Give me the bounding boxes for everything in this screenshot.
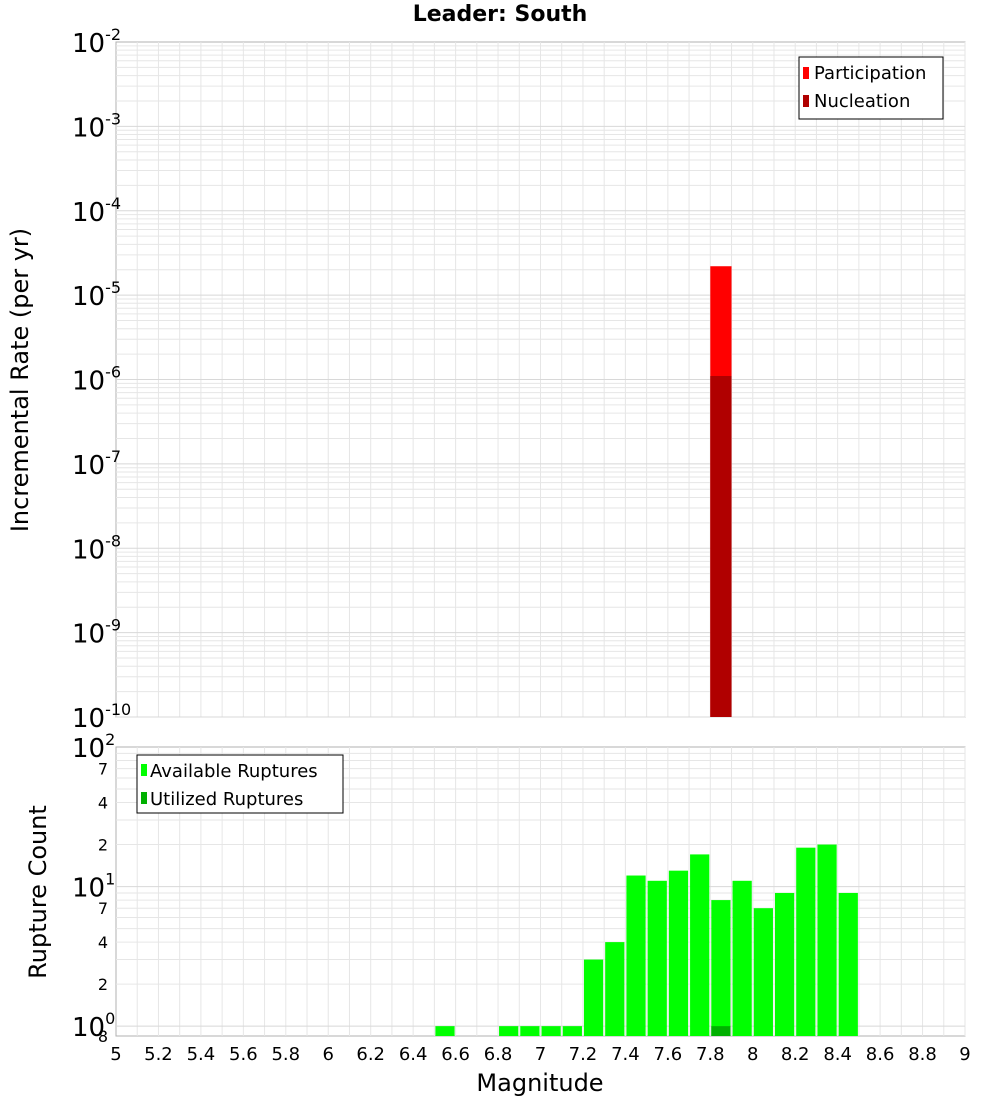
chart-title: Leader: South bbox=[412, 2, 588, 27]
magnitude-x-tick-label: 7.4 bbox=[611, 1044, 640, 1065]
count-legend-box bbox=[136, 754, 344, 814]
available-bar bbox=[668, 870, 689, 1036]
magnitude-x-tick-label: 6.8 bbox=[484, 1044, 513, 1065]
count-y-minor-label: 7 bbox=[98, 760, 108, 779]
rate-y-tick-label: 10-6 bbox=[72, 363, 121, 397]
x-axis-label: Magnitude bbox=[476, 1069, 603, 1097]
magnitude-x-tick-label: 7.2 bbox=[569, 1044, 598, 1065]
nucleation-bar bbox=[710, 376, 732, 717]
magnitude-x-tick-label: 8.8 bbox=[908, 1044, 937, 1065]
participation-legend-label: Participation bbox=[814, 63, 926, 84]
available-bar bbox=[796, 847, 816, 1036]
utilized-legend-label: Utilized Ruptures bbox=[150, 789, 303, 810]
available-bar bbox=[647, 880, 667, 1036]
available-legend-swatch bbox=[141, 764, 147, 776]
rate-y-tick-label: 10-9 bbox=[72, 616, 121, 650]
available-bar bbox=[732, 880, 752, 1036]
magnitude-x-tick-label: 7.8 bbox=[696, 1044, 725, 1065]
rate-y-axis-label: Incremental Rate (per yr) bbox=[6, 228, 34, 532]
available-bar bbox=[753, 908, 773, 1036]
rate-y-tick-labels: 10-2 10-3 10-4 10-5 10-6 10-7 10-8 10-9 10-10 bbox=[72, 25, 131, 734]
magnitude-x-tick-label: 5.8 bbox=[271, 1044, 300, 1065]
available-bar bbox=[626, 875, 646, 1036]
count-y-major-label: 102 bbox=[72, 730, 115, 764]
count-y-minor-label: 4 bbox=[98, 933, 108, 952]
magnitude-x-tick-label: 5.4 bbox=[187, 1044, 216, 1065]
rate-y-tick-label: 10-5 bbox=[72, 278, 121, 312]
available-bar bbox=[690, 854, 710, 1036]
nucleation-legend-swatch bbox=[803, 95, 809, 107]
magnitude-x-tick-label: 5.2 bbox=[144, 1044, 173, 1065]
rate-y-tick-label: 10-2 bbox=[72, 25, 121, 59]
count-y-minor-label: 8 bbox=[98, 1027, 108, 1046]
magnitude-x-tick-label: 8 bbox=[747, 1044, 758, 1065]
available-bar bbox=[520, 1026, 540, 1036]
magnitude-x-tick-label: 8.2 bbox=[781, 1044, 810, 1065]
rate-panel: 10-2 10-3 10-4 10-5 10-6 10-7 10-8 10-9 10-10 In… bbox=[6, 25, 966, 734]
count-y-major-label: 100 bbox=[72, 1009, 115, 1043]
rate-y-tick-label: 10-7 bbox=[72, 447, 121, 481]
nucleation-legend-label: Nucleation bbox=[814, 91, 910, 112]
available-bar bbox=[562, 1026, 582, 1036]
count-y-minor-label: 4 bbox=[98, 794, 108, 813]
count-y-minor-label: 2 bbox=[98, 836, 108, 855]
rate-legend: Participation Nucleation bbox=[798, 56, 944, 120]
available-bar bbox=[499, 1026, 519, 1036]
available-bar bbox=[541, 1026, 561, 1036]
available-bar bbox=[435, 1026, 455, 1036]
magnitude-x-tick-label: 5 bbox=[110, 1044, 121, 1065]
available-bar bbox=[583, 959, 604, 1036]
available-bar bbox=[817, 844, 837, 1036]
magnitude-x-tick-labels: 5 5.2 5.4 5.6 5.8 6 6.2 6.4 6.6 6.8 7 7.2 7.4 7.6 7.8 8… bbox=[110, 1044, 970, 1065]
count-legend: Available Ruptures Utilized Ruptures bbox=[136, 754, 344, 814]
rate-y-tick-label: 10-10 bbox=[72, 700, 131, 734]
rate-bars bbox=[710, 266, 732, 717]
magnitude-x-tick-label: 6.2 bbox=[356, 1044, 385, 1065]
rate-y-tick-label: 10-8 bbox=[72, 531, 121, 565]
magnitude-x-tick-label: 7 bbox=[535, 1044, 546, 1065]
rate-y-tick-label: 10-3 bbox=[72, 109, 121, 143]
count-y-minor-label: 7 bbox=[98, 899, 108, 918]
available-bar bbox=[711, 900, 731, 1036]
count-y-tick-labels: 102 101 100 7 4 2 7 4 2 8 bbox=[72, 730, 115, 1046]
magnitude-x-tick-label: 6 bbox=[323, 1044, 334, 1065]
available-legend-label: Available Ruptures bbox=[150, 761, 318, 782]
utilized-legend-swatch bbox=[141, 792, 147, 804]
magnitude-x-tick-label: 7.6 bbox=[654, 1044, 683, 1065]
count-y-axis-label: Rupture Count bbox=[24, 805, 52, 979]
available-bar bbox=[605, 942, 625, 1036]
magnitude-x-tick-label: 6.6 bbox=[441, 1044, 470, 1065]
available-bar bbox=[838, 892, 858, 1036]
participation-legend-swatch bbox=[803, 67, 809, 79]
magnitude-x-tick-label: 8.6 bbox=[866, 1044, 895, 1065]
count-panel: 102 101 100 7 4 2 7 4 2 8 5 5.2 5.4 5.6 5.8 6 6.2 6.4 6.6… bbox=[24, 730, 971, 1097]
rate-grid bbox=[116, 42, 966, 718]
rate-y-tick-label: 10-4 bbox=[72, 194, 121, 228]
magnitude-x-tick-label: 5.6 bbox=[229, 1044, 258, 1065]
magnitude-x-tick-label: 9 bbox=[959, 1044, 970, 1065]
magnitude-x-tick-label: 8.4 bbox=[823, 1044, 852, 1065]
rate-legend-box bbox=[798, 56, 944, 120]
available-bar bbox=[774, 892, 795, 1036]
magnitude-x-tick-label: 6.4 bbox=[399, 1044, 428, 1065]
count-y-minor-label: 2 bbox=[98, 975, 108, 994]
count-bars bbox=[435, 844, 858, 1036]
count-y-major-label: 101 bbox=[72, 870, 115, 904]
utilized-bar bbox=[711, 1026, 731, 1036]
